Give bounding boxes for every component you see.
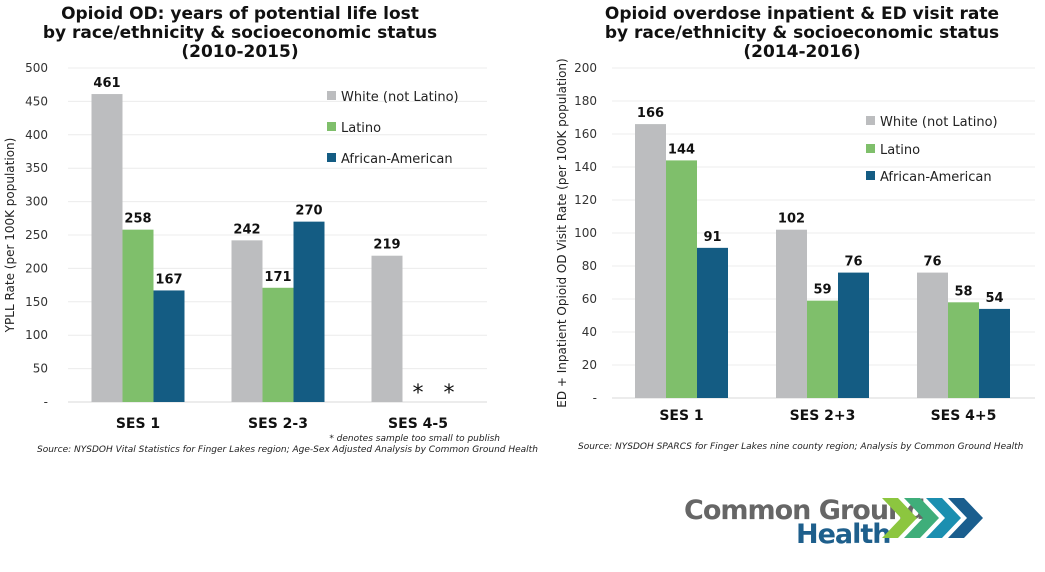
y-tick-label: 200 [574,61,597,75]
data-label: 91 [703,230,721,245]
y-tick-label: 450 [25,94,48,108]
legend-swatch [866,144,875,153]
bar-latino [666,160,697,398]
y-tick-label: 400 [25,128,48,142]
chart-title-line: Opioid overdose inpatient & ED visit rat… [605,4,999,24]
y-tick-label: - [44,395,48,409]
data-label: 144 [668,142,695,157]
bar-latino [807,300,838,398]
footnote: * denotes sample too small to publish [329,434,500,444]
chart-title-line: by race/ethnicity & socioeconomic status [605,23,999,43]
y-axis-label: ED + Inpatient Opioid OD Visit Rate (per… [555,58,569,407]
bar-white-not-latino- [91,94,123,402]
data-label: 54 [985,291,1003,306]
bar-african-american [697,247,728,398]
legend-swatch [327,153,336,162]
data-label: 166 [637,106,664,121]
legend-label: Latino [880,143,920,158]
data-label: 258 [124,212,151,227]
bar-african-american [838,272,869,398]
y-tick-label: 150 [25,295,48,309]
legend-swatch [866,171,875,180]
bar-latino [262,287,294,402]
x-category-label: SES 4+5 [931,408,997,424]
y-tick-label: 500 [25,61,48,75]
y-tick-label: 40 [582,325,597,339]
legend-swatch [866,116,875,125]
suppressed-marker: * [413,381,424,406]
data-label: 242 [233,222,260,237]
data-label: 461 [93,76,120,91]
y-tick-label: 350 [25,161,48,175]
y-tick-label: 300 [25,195,48,209]
data-label: 219 [373,238,400,253]
legend-label: White (not Latino) [341,90,459,105]
bar-latino [122,229,154,402]
legend-label: African-American [341,152,453,167]
y-tick-label: 50 [33,362,48,376]
legend-label: African-American [880,170,992,185]
data-label: 76 [844,255,862,270]
visit-rate-chart: Opioid overdose inpatient & ED visit rat… [555,4,1035,452]
bar-african-american [293,221,325,402]
x-category-label: SES 1 [659,408,703,424]
legend-label: White (not Latino) [880,115,998,130]
bar-white-not-latino- [776,229,807,398]
chart-title-line: (2014-2016) [743,42,860,62]
source-note: Source: NYSDOH SPARCS for Finger Lakes n… [578,442,1024,452]
x-category-label: SES 4-5 [388,416,448,432]
ypll-chart: Opioid OD: years of potential life lostb… [3,4,538,455]
logo-text-line2: Health [796,519,891,550]
y-tick-label: 180 [574,94,597,108]
y-tick-label: 20 [582,358,597,372]
legend-swatch [327,122,336,131]
bar-white-not-latino- [371,255,403,402]
y-tick-label: 100 [574,226,597,240]
data-label: 76 [923,255,941,270]
y-tick-label: - [593,391,597,405]
chart-title-line: Opioid OD: years of potential life lost [61,4,419,24]
chevrons-icon [882,498,983,538]
data-label: 102 [778,212,805,227]
bar-african-american [979,308,1010,398]
y-tick-label: 100 [25,328,48,342]
data-label: 59 [813,283,831,298]
bar-white-not-latino- [231,240,263,402]
data-label: 270 [295,204,322,219]
x-category-label: SES 1 [116,416,160,432]
y-tick-label: 160 [574,127,597,141]
suppressed-marker: * [444,381,455,406]
legend-label: Latino [341,121,381,136]
legend-swatch [327,91,336,100]
chart-title-line: by race/ethnicity & socioeconomic status [43,23,437,43]
common-ground-health-logo: Common Ground Health [684,495,983,550]
y-tick-label: 60 [582,292,597,306]
source-note: Source: NYSDOH Vital Statistics for Fing… [37,445,538,455]
y-tick-label: 200 [25,261,48,275]
data-label: 58 [954,284,972,299]
bar-african-american [153,290,185,402]
bar-latino [948,302,979,398]
x-category-label: SES 2-3 [248,416,308,432]
y-tick-label: 80 [582,259,597,273]
bar-white-not-latino- [917,272,948,398]
y-axis-label: YPLL Rate (per 100K population) [3,138,17,334]
bar-white-not-latino- [635,124,666,398]
data-label: 167 [155,272,182,287]
chart-title-line: (2010-2015) [181,42,298,62]
y-tick-label: 120 [574,193,597,207]
data-label: 171 [264,270,291,285]
x-category-label: SES 2+3 [790,408,856,424]
y-tick-label: 140 [574,160,597,174]
y-tick-label: 250 [25,228,48,242]
